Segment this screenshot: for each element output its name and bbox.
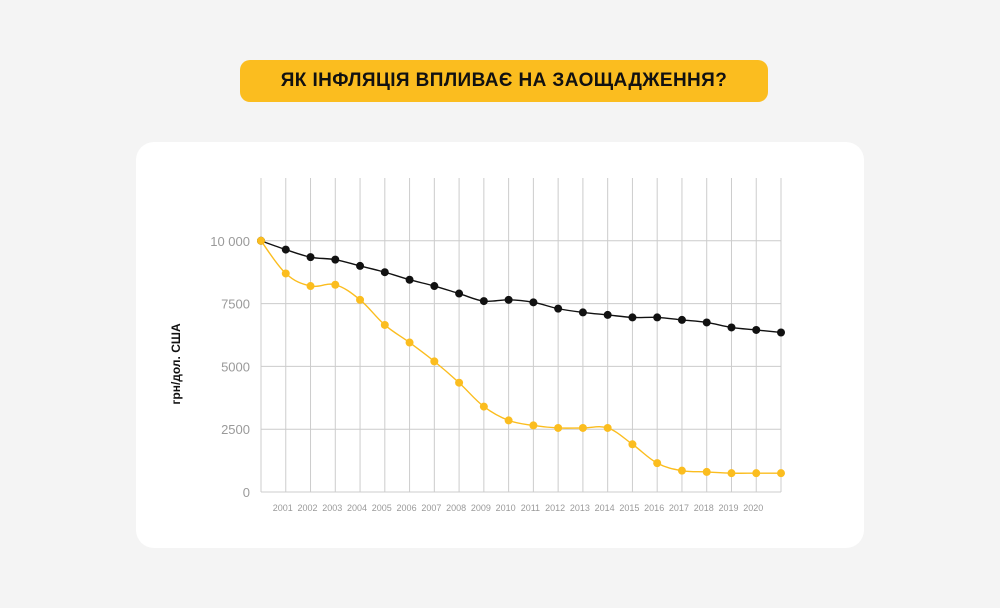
data-point-dark <box>727 323 736 332</box>
x-tick-label: 2007 <box>421 503 441 513</box>
data-point-yellow <box>405 338 414 347</box>
data-point-yellow <box>752 469 761 478</box>
x-tick-label: 2018 <box>694 503 714 513</box>
data-point-yellow <box>603 423 612 432</box>
data-point-dark <box>306 253 315 262</box>
series-line-yellow <box>260 240 781 474</box>
data-point-dark <box>603 310 612 319</box>
x-tick-label: 2002 <box>298 503 318 513</box>
x-tick-label: 2014 <box>595 503 615 513</box>
x-tick-labels: 2001 2002 2003 2004 2005 2006 2007 2008 2009 2010… <box>273 503 764 513</box>
data-point-dark <box>702 318 711 327</box>
data-point-yellow <box>331 280 340 289</box>
y-tick-label: 7500 <box>221 297 250 312</box>
data-point-yellow <box>529 421 538 430</box>
x-tick-label: 2006 <box>397 503 417 513</box>
data-point-yellow <box>628 440 637 449</box>
x-tick-label: 2019 <box>718 503 738 513</box>
data-point-dark <box>628 313 637 322</box>
data-point-dark <box>331 255 340 264</box>
y-tick-label: 10 000 <box>210 234 250 249</box>
data-point-dark <box>430 282 439 291</box>
x-tick-label: 2003 <box>322 503 342 513</box>
data-point-yellow <box>455 378 464 387</box>
x-tick-label: 2008 <box>446 503 466 513</box>
data-point-dark <box>677 315 686 324</box>
data-point-dark <box>380 268 389 277</box>
x-tick-label: 2012 <box>545 503 565 513</box>
data-point-yellow <box>554 423 563 432</box>
data-point-dark <box>504 295 513 304</box>
data-point-dark <box>405 275 414 284</box>
series-line-dark <box>260 240 782 334</box>
x-tick-label: 2010 <box>496 503 516 513</box>
chart-title: ЯК ІНФЛЯЦІЯ ВПЛИВАЄ НА ЗАОЩАДЖЕННЯ? <box>240 60 768 102</box>
data-point-yellow <box>504 416 513 425</box>
data-point-dark <box>777 328 785 337</box>
y-tick-labels: 10 000 7500 5000 2500 0 <box>210 234 250 500</box>
chart-card <box>136 142 864 548</box>
data-point-dark <box>281 245 290 254</box>
data-point-dark <box>479 297 488 306</box>
data-point-dark <box>752 325 761 334</box>
data-point-yellow <box>702 467 711 476</box>
data-point-yellow <box>430 357 439 366</box>
data-point-dark <box>554 304 563 313</box>
x-tick-label: 2009 <box>471 503 491 513</box>
data-point-yellow <box>380 320 389 329</box>
data-point-yellow <box>727 469 736 478</box>
data-point-yellow <box>578 423 587 432</box>
y-tick-label: 0 <box>243 485 250 500</box>
x-tick-label: 2017 <box>669 503 689 513</box>
data-point-yellow <box>356 295 365 304</box>
x-tick-label: 2013 <box>570 503 590 513</box>
data-point-yellow <box>653 459 662 468</box>
data-point-yellow <box>677 466 686 475</box>
data-point-yellow <box>777 469 785 478</box>
data-point-yellow <box>281 269 290 278</box>
data-point-dark <box>455 289 464 298</box>
series <box>257 236 785 478</box>
x-tick-label: 2011 <box>521 503 540 513</box>
x-tick-label: 2020 <box>743 503 763 513</box>
x-tick-label: 2015 <box>619 503 639 513</box>
data-point-yellow <box>306 282 315 291</box>
x-tick-label: 2001 <box>273 503 293 513</box>
y-tick-label: 5000 <box>221 359 250 374</box>
data-point-dark <box>578 308 587 317</box>
data-point-dark <box>653 313 662 322</box>
x-tick-label: 2004 <box>347 503 367 513</box>
y-tick-label: 2500 <box>221 422 250 437</box>
data-point-yellow <box>479 402 488 411</box>
x-tick-label: 2005 <box>372 503 392 513</box>
x-tick-label: 2016 <box>644 503 664 513</box>
data-point-dark <box>529 298 538 307</box>
data-point-yellow <box>257 236 265 245</box>
grid <box>260 178 782 493</box>
data-point-dark <box>356 261 365 270</box>
